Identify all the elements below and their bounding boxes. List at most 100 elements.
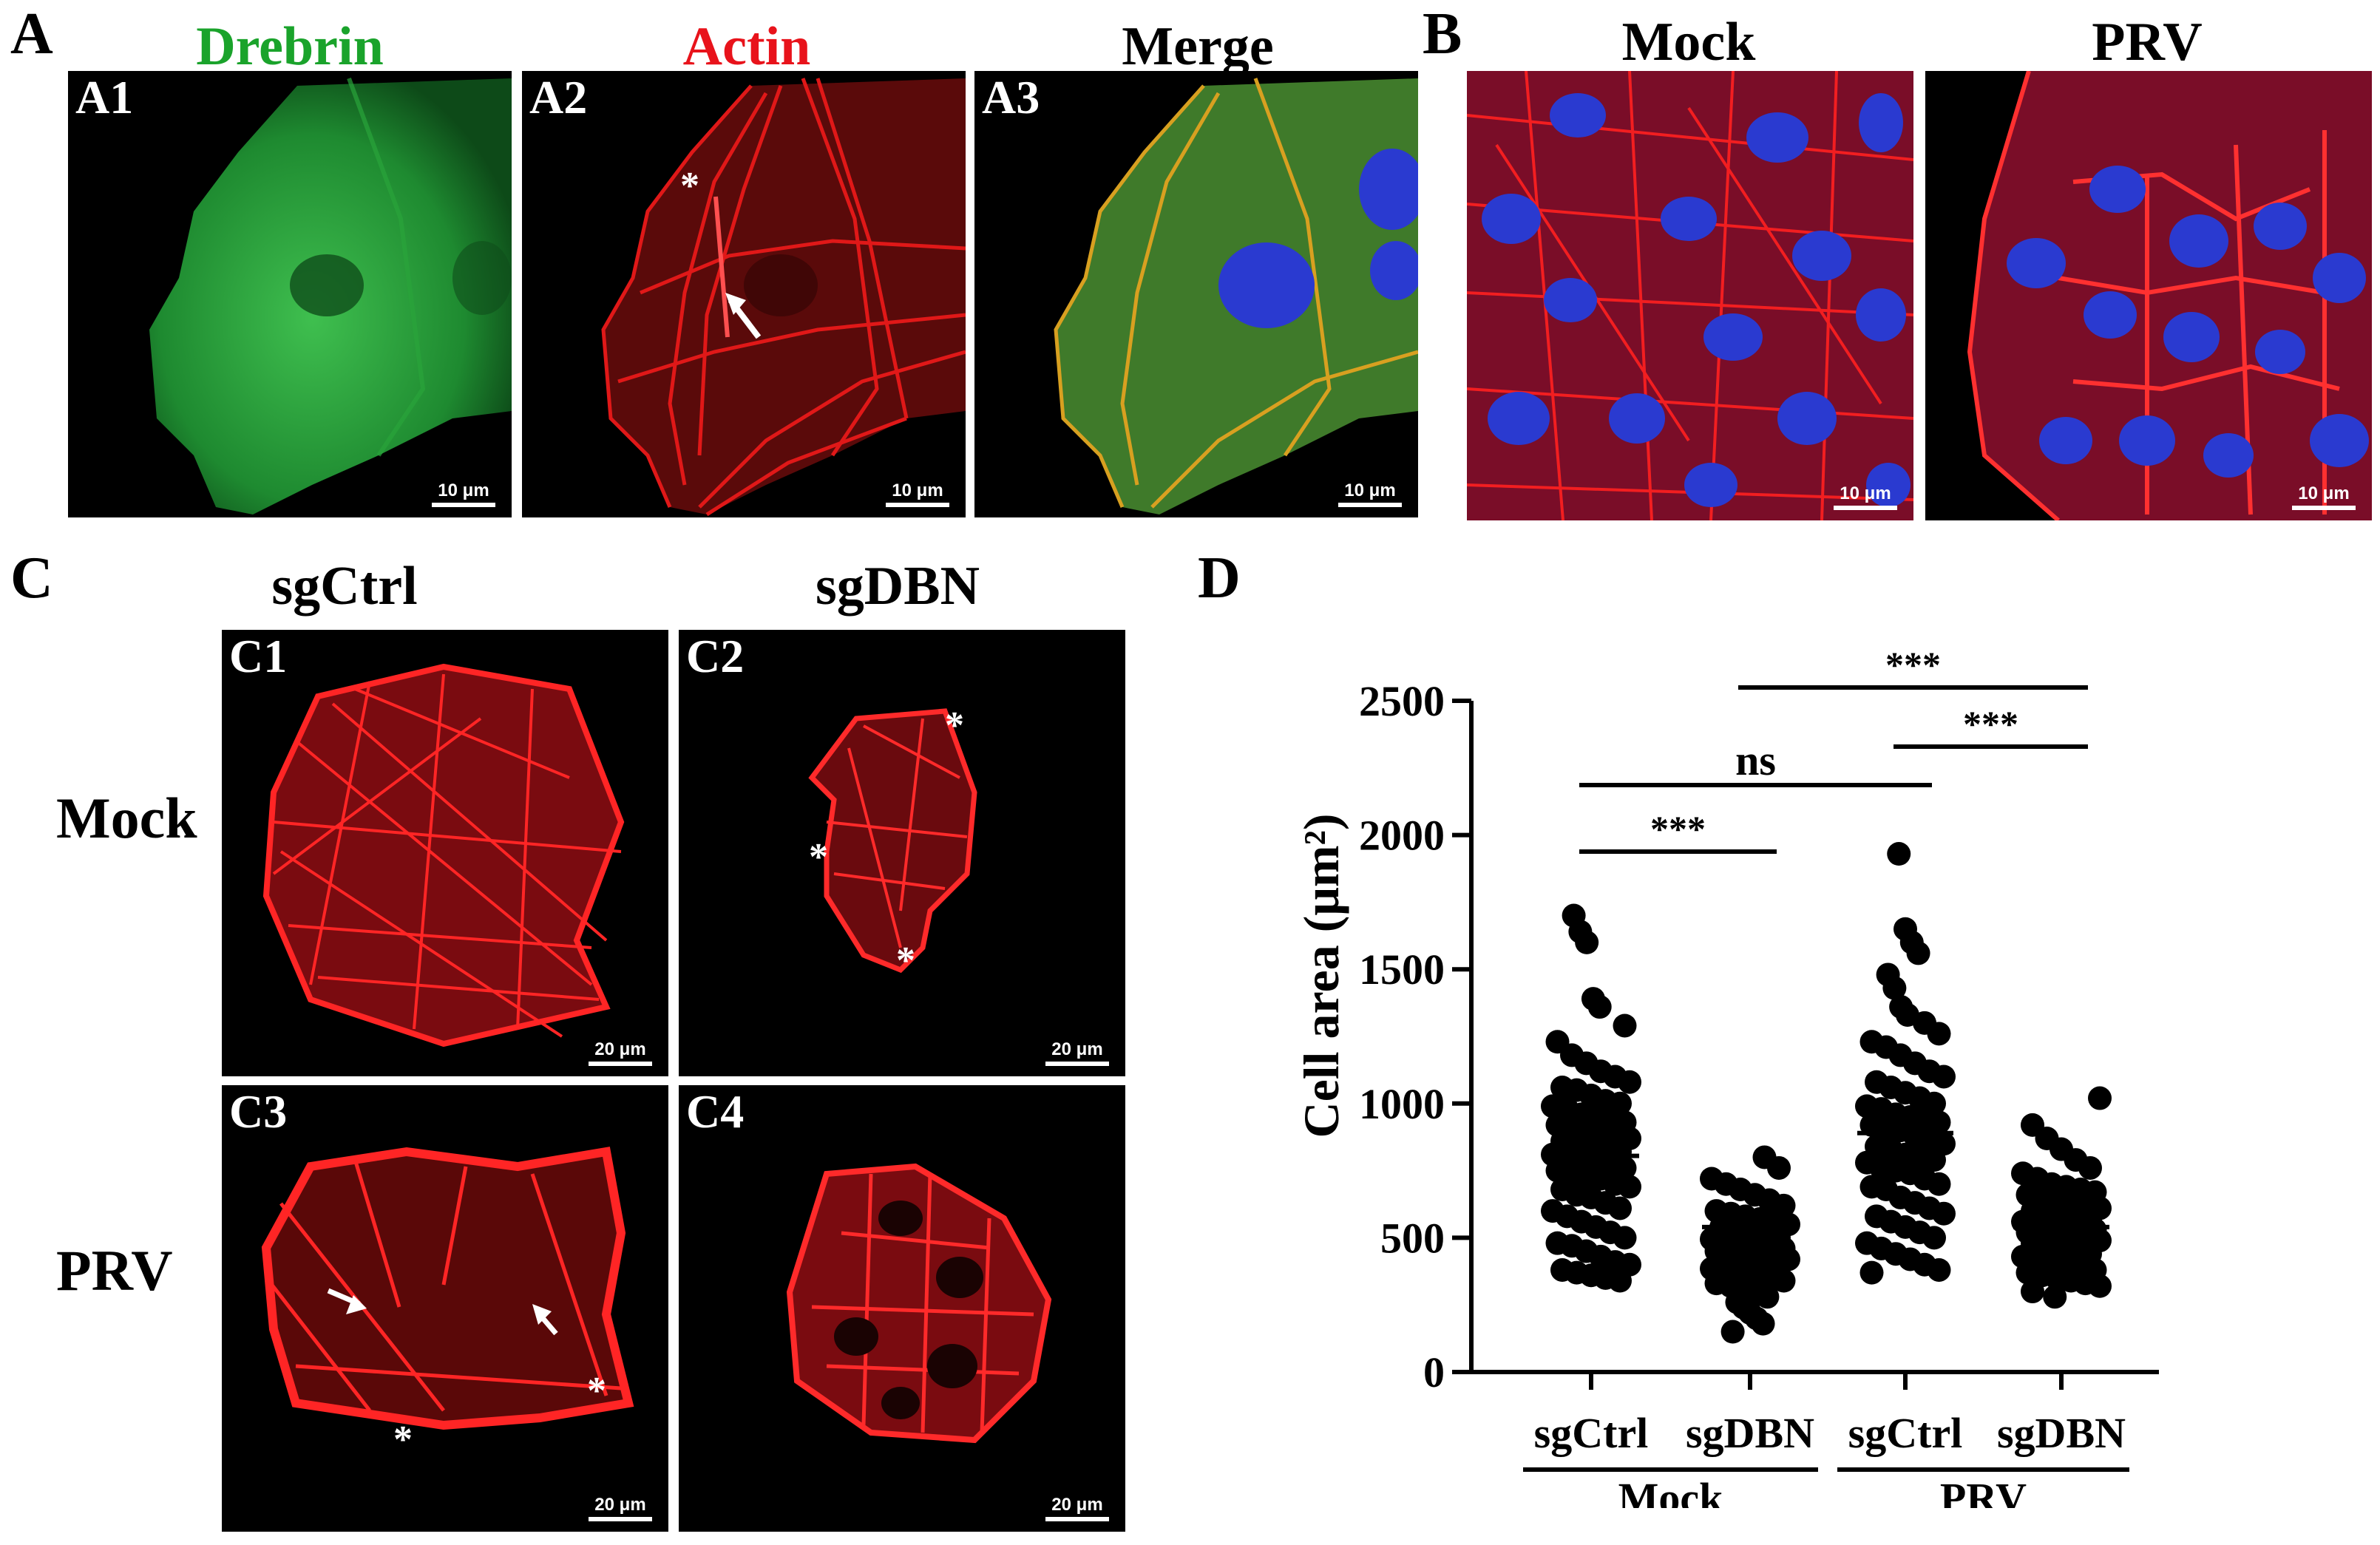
data-point	[1922, 1148, 1946, 1172]
data-point	[2043, 1285, 2067, 1309]
x-group-label: Mock	[1618, 1474, 1723, 1508]
y-tick-label: 500	[1380, 1214, 1445, 1262]
data-point	[1927, 1110, 1951, 1135]
asterisk-marker-c3-bottom: *	[393, 1419, 413, 1461]
data-point	[1613, 1013, 1637, 1038]
micrograph-a2-actin: * A2 10 μm	[522, 71, 966, 517]
scale-bar-a2: 10 μm	[886, 482, 949, 507]
data-point	[1906, 941, 1930, 965]
data-point	[1927, 1172, 1951, 1196]
scale-bar-c3: 20 μm	[589, 1496, 652, 1521]
data-point	[1927, 1022, 1951, 1046]
merge-cell-image	[1054, 78, 1418, 515]
significance-label: ***	[1885, 644, 1941, 685]
x-category-label: sgCtrl	[1534, 1409, 1649, 1457]
y-tick-label: 2500	[1359, 677, 1445, 725]
scale-bar-b-prv: 10 μm	[2292, 485, 2356, 510]
data-point	[1751, 1311, 1775, 1336]
data-point	[1882, 976, 1907, 1000]
x-axis-labels: sgCtrl sgDBN sgCtrl sgDBN Mock PRV	[1523, 1409, 2129, 1508]
data-point	[1608, 1269, 1632, 1293]
data-point	[1608, 1196, 1632, 1220]
panel-b-title-prv: PRV	[2092, 12, 2203, 72]
panel-label-b: B	[1423, 1, 1462, 67]
micrograph-c1: C1 20 μm	[222, 630, 668, 1076]
micrograph-tag-c2: C2	[686, 630, 745, 682]
micrograph-a3-merge: A3 10 μm	[974, 71, 1418, 517]
asterisk-marker-c2-top: *	[945, 704, 964, 747]
data-point	[2021, 1280, 2044, 1304]
micrograph-tag-c4: C4	[686, 1085, 745, 1138]
y-axis-ticks: 0 500 1000 1500 2000 2500	[1359, 677, 2064, 1396]
micrograph-tag-a3: A3	[982, 71, 1040, 123]
data-point	[1755, 1285, 1780, 1309]
panel-a-title-merge: Merge	[1122, 16, 1274, 77]
data-point	[1613, 1226, 1637, 1250]
data-point	[2078, 1155, 2102, 1180]
data-point	[1720, 1320, 1745, 1344]
micrograph-a1-drebrin: A1 10 μm	[68, 71, 512, 517]
c3-cell-image	[261, 1147, 634, 1430]
scale-bar-a1: 10 μm	[432, 482, 495, 507]
panel-c-row-mock: Mock	[56, 786, 197, 850]
data-point	[1575, 930, 1599, 954]
x-group-label: PRV	[1940, 1474, 2027, 1508]
micrograph-c4: C4 20 μm	[679, 1085, 1125, 1532]
scale-bar-a3: 10 μm	[1338, 482, 1402, 507]
mean-lines	[1543, 1130, 2109, 1229]
scale-bar-c1: 20 μm	[589, 1041, 652, 1066]
drebrin-cell-image	[149, 77, 512, 515]
asterisk-marker-c2-bottom: *	[896, 940, 915, 982]
significance-brackets: *** ns *** ***	[1579, 644, 2088, 854]
panel-label-c: C	[10, 546, 53, 611]
micrograph-tag-a1: A1	[75, 71, 134, 123]
micrograph-tag-a2: A2	[529, 71, 588, 123]
asterisk-marker-c3-right: *	[587, 1370, 606, 1412]
panel-c-col-sgdbn: sgDBN	[815, 556, 980, 617]
c4-cell-image	[786, 1163, 1052, 1444]
data-point	[1922, 1226, 1946, 1250]
micrograph-c2: * * * C2 20 μm	[679, 630, 1125, 1076]
panel-b-title-mock: Mock	[1621, 12, 1756, 72]
micrograph-tag-c1: C1	[229, 630, 288, 682]
data-points	[1541, 842, 2112, 1344]
c2-cell-image	[808, 708, 977, 974]
y-tick-label: 2000	[1359, 812, 1445, 860]
x-category-label: sgDBN	[1997, 1409, 2126, 1457]
data-point	[1618, 1070, 1641, 1094]
data-point	[1887, 842, 1911, 866]
data-point	[1772, 1269, 1796, 1293]
x-category-label: sgDBN	[1686, 1409, 1814, 1457]
scale-bar-b-mock: 10 μm	[1834, 485, 1897, 510]
mock-monolayer-image	[1467, 71, 1913, 520]
prv-monolayer-image	[1967, 71, 2372, 520]
data-point	[1927, 1257, 1951, 1282]
micrograph-tag-c3: C3	[229, 1085, 288, 1138]
data-point	[1859, 1260, 1884, 1285]
x-category-label: sgCtrl	[1848, 1409, 1963, 1457]
micrograph-b-prv: 10 μm	[1925, 71, 2372, 520]
data-point	[2088, 1086, 2112, 1110]
chart-axes	[1469, 701, 2159, 1374]
panel-c-row-prv: PRV	[56, 1238, 173, 1303]
data-point	[1618, 1175, 1641, 1199]
scale-bar-c4: 20 μm	[1045, 1496, 1109, 1521]
data-point	[1767, 1155, 1791, 1180]
data-point	[1932, 1064, 1956, 1089]
data-point	[1932, 1201, 1956, 1226]
actin-cell-image	[601, 78, 966, 517]
panel-a-title-actin: Actin	[682, 16, 811, 77]
data-point	[1587, 995, 1612, 1019]
y-tick-label: 1500	[1359, 945, 1445, 994]
significance-label: ns	[1735, 736, 1776, 784]
micrograph-b-mock: 10 μm	[1467, 71, 1913, 520]
y-tick-label: 1000	[1359, 1080, 1445, 1128]
panel-label-d: D	[1198, 546, 1241, 611]
panel-a-title-drebrin: Drebrin	[196, 16, 384, 77]
significance-label: ***	[1650, 808, 1706, 849]
y-axis-label: Cell area (μm²)	[1293, 813, 1349, 1138]
scale-bar-c2: 20 μm	[1045, 1041, 1109, 1066]
micrograph-c3: * * C3 20 μm	[222, 1085, 668, 1532]
significance-label: ***	[1963, 703, 2018, 744]
